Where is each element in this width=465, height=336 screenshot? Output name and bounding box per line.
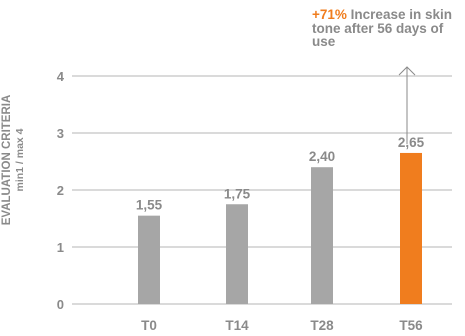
y-axis-label: EVALUATION CRITERIA min1 / max 4 <box>1 50 35 270</box>
y-axis-title: EVALUATION CRITERIA <box>1 94 13 226</box>
increase-percent: +71% <box>312 7 347 22</box>
x-tick-label-t28: T28 <box>310 318 334 333</box>
y-tick-label-1: 1 <box>57 240 64 255</box>
x-tick-label-t0: T0 <box>141 318 157 333</box>
bar-t56 <box>400 152 422 304</box>
y-tick-label-2: 2 <box>57 183 64 198</box>
y-tick-label-4: 4 <box>57 69 65 84</box>
increase-annotation: +71% Increase in skin tone after 56 days… <box>312 8 452 49</box>
value-label-t56: 2,65 <box>398 135 425 150</box>
value-label-t14: 1,75 <box>224 186 251 201</box>
value-label-t0: 1,55 <box>136 198 163 213</box>
value-label-t28: 2,40 <box>309 149 335 164</box>
y-tick-label-0: 0 <box>57 297 64 312</box>
bar-t28 <box>311 167 333 304</box>
increase-arrow-head <box>398 66 416 76</box>
increase-text: Increase in skin tone after 56 days of u… <box>312 7 452 49</box>
bar-t14 <box>226 204 248 304</box>
y-axis-subtitle: min1 / max 4 <box>14 128 26 192</box>
y-tick-label-3: 3 <box>57 126 64 141</box>
bar-t0 <box>138 215 160 304</box>
x-tick-label-t56: T56 <box>399 318 423 333</box>
x-tick-label-t14: T14 <box>225 318 249 333</box>
